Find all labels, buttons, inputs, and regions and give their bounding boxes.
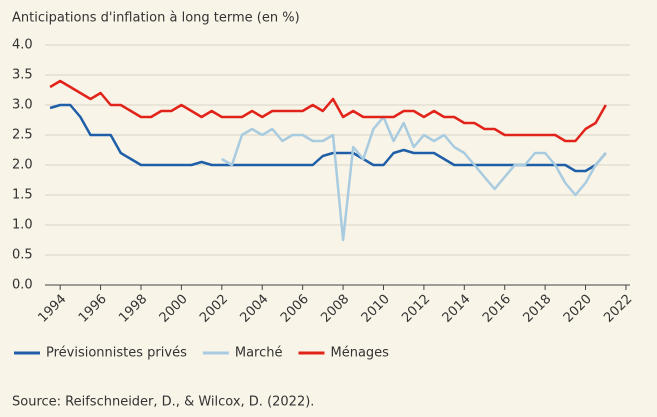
legend-label: Marché	[235, 346, 283, 361]
legend-label: Prévisionnistes privés	[46, 346, 187, 361]
y-tick-label: 2.5	[12, 128, 33, 143]
y-tick-label: 2.0	[12, 158, 33, 173]
y-tick-label: 1.5	[12, 188, 33, 203]
y-tick-label: 4.0	[12, 38, 33, 53]
y-tick-label: 3.0	[12, 98, 33, 113]
chart-title: Anticipations d'inflation à long terme (…	[12, 11, 300, 26]
source: Source: Reifschneider, D., & Wilcox, D. …	[12, 395, 314, 410]
series-line	[221, 115, 607, 242]
y-tick-label: 3.5	[12, 68, 33, 83]
series-line	[49, 103, 607, 173]
legend-label: Ménages	[331, 346, 390, 361]
series-line	[49, 79, 607, 143]
y-tick-label: 0.5	[12, 248, 33, 263]
y-tick-label: 0.0	[12, 278, 33, 293]
y-tick-label: 1.0	[12, 218, 33, 233]
